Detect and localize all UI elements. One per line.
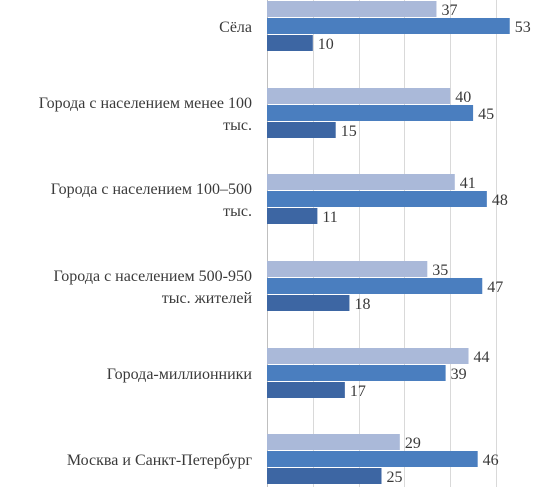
bar-series2-category5 (267, 365, 446, 381)
value-label-series1-category6: 29 (405, 435, 421, 452)
value-label-series1-category5: 44 (474, 349, 490, 366)
category-label-2-line-1: Города с населением менее 100 (39, 95, 252, 112)
value-label-series2-category5: 39 (451, 366, 467, 383)
value-label-series3-category1: 10 (318, 36, 334, 53)
bar-series3-category6 (267, 468, 382, 484)
grid-lines (267, 0, 497, 487)
value-label-series2-category4: 47 (487, 279, 503, 296)
value-label-series3-category2: 15 (341, 123, 357, 140)
value-labels: 37 40 41 35 44 29 53 45 48 47 39 46 10 15 11 18 17 25 (318, 2, 531, 486)
value-label-series2-category1: 53 (515, 19, 531, 36)
value-label-series3-category5: 17 (350, 383, 366, 400)
bar-series1-category2 (267, 88, 451, 104)
value-label-series1-category4: 35 (432, 262, 448, 279)
category-label-4-line-2: тыс. жителей (162, 290, 253, 307)
bar-series2-category6 (267, 451, 478, 467)
value-label-series1-category1: 37 (441, 2, 457, 19)
category-label-6-line-1: Москва и Санкт-Петербург (67, 452, 253, 469)
value-label-series1-category3: 41 (460, 175, 476, 192)
category-label-5-line-1: Города-миллионники (107, 366, 253, 383)
bar-series2-category2 (267, 105, 474, 121)
bar-series1-category1 (267, 1, 437, 17)
value-label-series1-category2: 40 (455, 89, 471, 106)
bar-series3-category4 (267, 295, 350, 311)
bar-series2-category1 (267, 18, 510, 34)
category-label-2-line-2: тыс. (223, 117, 252, 134)
bar-series2-category4 (267, 278, 483, 294)
bar-series1-category6 (267, 434, 400, 450)
bar-series3-category5 (267, 382, 345, 398)
bar-series1-category4 (267, 261, 428, 277)
value-label-series3-category4: 18 (354, 296, 370, 313)
bar-series1-category5 (267, 348, 469, 364)
value-label-series2-category6: 46 (483, 452, 499, 469)
bar-series3-category2 (267, 122, 336, 138)
value-label-series2-category3: 48 (492, 192, 508, 209)
bar-series3-category1 (267, 35, 313, 51)
category-label-3-line-1: Города с населением 100–500 (51, 181, 252, 198)
bar-series3-category3 (267, 208, 318, 224)
value-label-series2-category2: 45 (478, 106, 494, 123)
category-label-3-line-2: тыс. (223, 203, 252, 220)
bar-series1-category3 (267, 174, 455, 190)
category-label-4-line-1: Города с населением 500-950 (53, 268, 252, 285)
value-label-series3-category3: 11 (322, 209, 337, 226)
category-labels: Сёла Города с населением менее 100 тыс. Гор… (39, 19, 253, 469)
category-label-1-line-1: Сёла (219, 19, 252, 36)
value-label-series3-category6: 25 (387, 469, 403, 486)
bar-series2-category3 (267, 191, 487, 207)
bars (267, 1, 510, 484)
